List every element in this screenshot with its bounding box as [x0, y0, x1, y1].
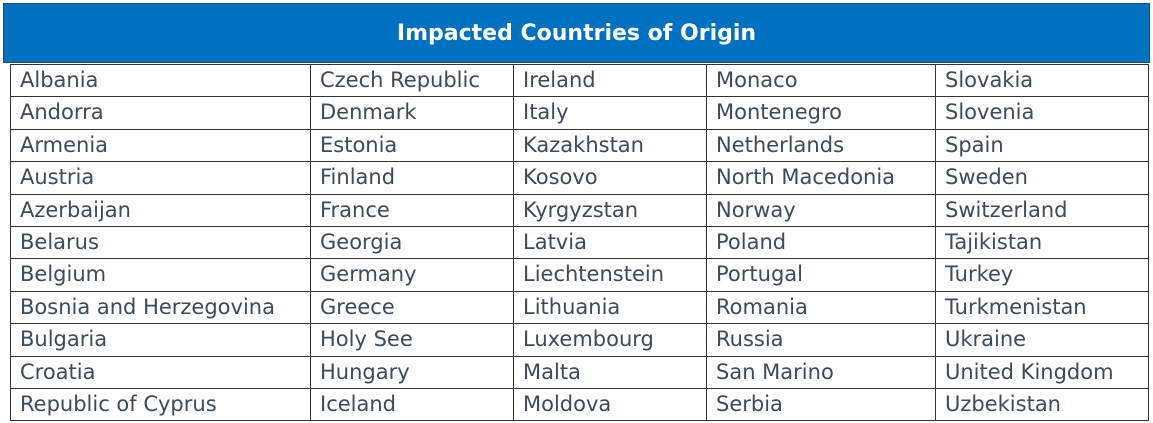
table-cell: Moldova	[514, 388, 707, 422]
table-cell: San Marino	[707, 356, 936, 389]
table-cell: Greece	[311, 291, 514, 325]
table-cell: Bosnia and Herzegovina	[11, 291, 311, 325]
table-cell: Portugal	[707, 259, 936, 292]
table-cell: Slovenia	[936, 97, 1149, 130]
table-cell: Lithuania	[514, 291, 707, 325]
table-title: Impacted Countries of Origin	[3, 3, 1150, 63]
table-cell: Albania	[11, 65, 311, 98]
table-cell: Romania	[707, 291, 936, 325]
table-cell: Finland	[311, 162, 514, 195]
table-cell: Bulgaria	[11, 324, 311, 357]
table-cell: Germany	[311, 259, 514, 292]
table-cell: Kosovo	[514, 162, 707, 195]
table-cell: Netherlands	[707, 129, 936, 163]
table-cell: Slovakia	[936, 65, 1149, 98]
table-cell: Hungary	[311, 356, 514, 389]
table-cell: Poland	[707, 226, 936, 260]
table-cell: Italy	[514, 97, 707, 130]
table-cell: Estonia	[311, 129, 514, 163]
table-cell: Croatia	[11, 356, 311, 389]
table-cell: Armenia	[11, 129, 311, 163]
table-cell: United Kingdom	[936, 356, 1149, 389]
table-cell: Russia	[707, 324, 936, 357]
table-cell: Monaco	[707, 65, 936, 98]
table-cell: Denmark	[311, 97, 514, 130]
table-cell: Liechtenstein	[514, 259, 707, 292]
table-cell: Ukraine	[936, 324, 1149, 357]
table-cell: Luxembourg	[514, 324, 707, 357]
table-cell: Serbia	[707, 388, 936, 422]
table-cell: Sweden	[936, 162, 1149, 195]
table-cell: North Macedonia	[707, 162, 936, 195]
table-cell: Czech Republic	[311, 65, 514, 98]
table-cell: Malta	[514, 356, 707, 389]
table-cell: Montenegro	[707, 97, 936, 130]
table-cell: Turkey	[936, 259, 1149, 292]
table-cell: Ireland	[514, 65, 707, 98]
table-cell: Georgia	[311, 226, 514, 260]
table-cell: Kyrgyzstan	[514, 194, 707, 227]
table-cell: Belarus	[11, 226, 311, 260]
table-cell: Norway	[707, 194, 936, 227]
table-cell: Turkmenistan	[936, 291, 1149, 325]
table-cell: Andorra	[11, 97, 311, 130]
table-cell: Iceland	[311, 388, 514, 422]
table-cell: Spain	[936, 129, 1149, 163]
table-cell: Republic of Cyprus	[11, 388, 311, 422]
table-cell: Belgium	[11, 259, 311, 292]
table-cell: France	[311, 194, 514, 227]
table-cell: Switzerland	[936, 194, 1149, 227]
table-cell: Latvia	[514, 226, 707, 260]
country-table: Albania Czech Republic Ireland Monaco Slovak…	[10, 64, 1149, 422]
table-cell: Tajikistan	[936, 226, 1149, 260]
table-cell: Kazakhstan	[514, 129, 707, 163]
table-cell: Uzbekistan	[936, 388, 1149, 422]
table-cell: Austria	[11, 162, 311, 195]
table-cell: Holy See	[311, 324, 514, 357]
table-cell: Azerbaijan	[11, 194, 311, 227]
